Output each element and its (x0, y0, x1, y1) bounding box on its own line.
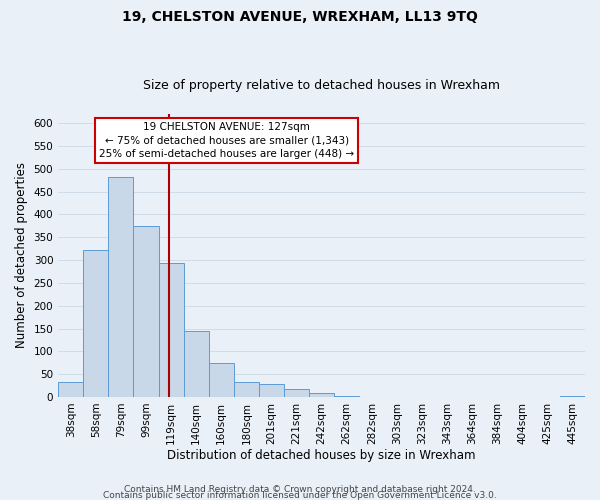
Bar (284, 389, 309, 397)
Text: Contains HM Land Registry data © Crown copyright and database right 2024.: Contains HM Land Registry data © Crown c… (124, 484, 476, 494)
Bar (209, 362, 234, 397)
Title: Size of property relative to detached houses in Wrexham: Size of property relative to detached ho… (143, 79, 500, 92)
Bar (158, 263, 184, 397)
Bar (334, 396, 359, 397)
Text: Contains public sector information licensed under the Open Government Licence v3: Contains public sector information licen… (103, 490, 497, 500)
Bar (83, 250, 109, 397)
X-axis label: Distribution of detached houses by size in Wrexham: Distribution of detached houses by size … (167, 450, 476, 462)
Bar (259, 384, 284, 397)
Y-axis label: Number of detached properties: Number of detached properties (15, 162, 28, 348)
Bar (109, 176, 133, 397)
Bar (58, 382, 83, 397)
Text: 19 CHELSTON AVENUE: 127sqm
← 75% of detached houses are smaller (1,343)
25% of s: 19 CHELSTON AVENUE: 127sqm ← 75% of deta… (99, 122, 355, 159)
Bar (184, 331, 209, 397)
Bar (560, 396, 585, 397)
Text: 19, CHELSTON AVENUE, WREXHAM, LL13 9TQ: 19, CHELSTON AVENUE, WREXHAM, LL13 9TQ (122, 10, 478, 24)
Bar (234, 382, 259, 397)
Bar (309, 394, 334, 397)
Bar (133, 226, 158, 397)
